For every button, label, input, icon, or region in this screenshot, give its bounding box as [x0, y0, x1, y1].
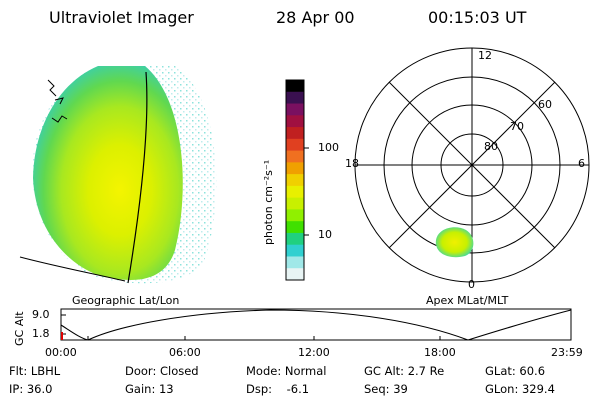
- seq-info: Seq: 39: [364, 382, 408, 396]
- altitude-ytick: 1.8: [32, 327, 50, 340]
- time-tick: 23:59: [551, 346, 583, 359]
- colorbar-tick-label: 100: [318, 141, 339, 154]
- colorbar-segment: [286, 80, 304, 93]
- mlt-label-12: 12: [478, 49, 492, 62]
- mlt-label-18: 18: [345, 157, 359, 170]
- date-label: 28 Apr 00: [276, 8, 355, 27]
- coastline: [47, 79, 57, 97]
- colorbar-segment: [286, 209, 304, 222]
- colorbar-segment: [286, 91, 304, 105]
- gc-alt-info: GC Alt: 2.7 Re: [364, 364, 445, 378]
- altitude-curve: [60, 309, 572, 341]
- glon-info: GLon: 329.4: [485, 382, 555, 396]
- colorbar-segment: [286, 256, 304, 269]
- earth-disk-image: [19, 66, 217, 284]
- dsp-info: Dsp: -6.1: [246, 382, 310, 396]
- colorbar-segment: [286, 162, 304, 175]
- colorbar-segment: [286, 174, 304, 187]
- polar-grid: [354, 47, 590, 283]
- coastline: [51, 97, 68, 123]
- altitude-ytick: 9.0: [32, 308, 50, 321]
- lat-label-70: 70: [510, 120, 524, 133]
- colorbar-segment: [286, 268, 304, 281]
- colorbar-segment: [286, 185, 304, 199]
- lat-label-60: 60: [538, 98, 552, 111]
- mlt-label-6: 6: [578, 157, 585, 170]
- colorbar-segment: [286, 127, 304, 140]
- mlt-label-0: 0: [468, 278, 475, 291]
- door-info: Door: Closed: [125, 364, 199, 378]
- glat-info: GLat: 60.6: [485, 364, 546, 378]
- colorbar-unit-label: photon cm⁻²s⁻¹: [262, 159, 275, 245]
- lat-label-80: 80: [484, 140, 498, 153]
- colorbar-segment: [286, 221, 304, 234]
- colorbar-segment: [286, 150, 304, 163]
- colorbar-border: [285, 79, 305, 281]
- colorbar-segment: [286, 232, 304, 246]
- colorbar-tick-label: 10: [318, 228, 332, 241]
- limb-line: [19, 256, 126, 282]
- colorbar-segment: [286, 103, 304, 116]
- ip-info: IP: 36.0: [9, 382, 53, 396]
- colorbar-segment: [286, 138, 304, 152]
- time-tick: 00:00: [45, 346, 77, 359]
- apex-label: Apex MLat/MLT: [426, 294, 509, 307]
- auroral-oval-image: [435, 227, 474, 258]
- time-tick: 12:00: [298, 346, 330, 359]
- terminator-line: [127, 71, 148, 284]
- filter-info: Flt: LBHL: [9, 364, 61, 378]
- color-scale-bar: [285, 79, 305, 281]
- geographic-label: Geographic Lat/Lon: [72, 294, 180, 307]
- gain-info: Gain: 13: [125, 382, 174, 396]
- time-label: 00:15:03 UT: [428, 8, 527, 27]
- mode-info: Mode: Normal: [246, 364, 327, 378]
- colorbar-segment: [286, 244, 304, 257]
- time-tick: 06:00: [169, 346, 201, 359]
- altitude-axis-label: GC Alt: [13, 311, 26, 346]
- colorbar-segment: [286, 115, 304, 128]
- altitude-plot: [60, 308, 572, 341]
- instrument-title: Ultraviolet Imager: [49, 8, 194, 27]
- time-tick: 18:00: [424, 346, 456, 359]
- colorbar-segment: [286, 197, 304, 210]
